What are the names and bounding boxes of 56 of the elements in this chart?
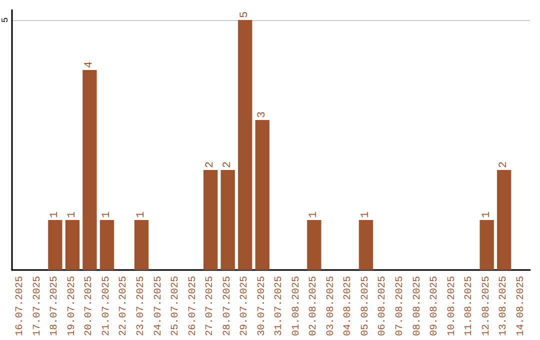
x-tick-label: 18.07.2025 (50, 276, 61, 336)
x-tick-label: 19.07.2025 (66, 276, 78, 336)
x-tick-label: 20.07.2025 (84, 276, 96, 336)
bar (203, 170, 218, 270)
bar (82, 70, 97, 270)
bar (65, 220, 80, 270)
bar (255, 120, 270, 270)
x-tick-label: 13.08.2025 (498, 276, 510, 336)
data-label: 1 (66, 211, 78, 218)
x-tick-label: 17.07.2025 (32, 276, 44, 336)
x-tick-label: 27.07.2025 (205, 276, 216, 336)
x-tick-label: 05.08.2025 (360, 276, 372, 336)
bar (497, 170, 512, 270)
x-tick-label: 16.07.2025 (15, 276, 26, 336)
bar (480, 220, 494, 270)
x-tick-label: 03.08.2025 (326, 276, 337, 336)
bar (134, 220, 149, 270)
x-tick-label: 29.07.2025 (240, 276, 251, 336)
x-tick-label: 02.08.2025 (308, 276, 320, 336)
data-label: 1 (49, 211, 62, 218)
bar (238, 20, 252, 270)
x-tick-label: 07.08.2025 (395, 276, 406, 336)
bar (307, 220, 322, 270)
bar (358, 220, 374, 270)
x-tick-label: 30.07.2025 (256, 276, 268, 336)
x-tick-label: 26.07.2025 (188, 276, 199, 336)
x-tick-label: 06.08.2025 (378, 276, 389, 336)
x-tick-label: 23.07.2025 (136, 276, 147, 336)
data-label: 2 (204, 161, 217, 168)
x-tick-label: 22.07.2025 (118, 276, 130, 336)
x-tick-label: 24.07.2025 (153, 276, 164, 336)
data-label: 1 (480, 211, 493, 218)
data-label: 5 (239, 11, 252, 18)
data-label: 1 (100, 211, 113, 218)
data-label: 1 (136, 211, 148, 218)
x-tick-label: 10.08.2025 (446, 276, 458, 336)
data-label: 2 (222, 161, 234, 168)
x-tick-label: 01.08.2025 (291, 276, 302, 336)
x-tick-label: 12.08.2025 (481, 276, 492, 336)
x-tick-label: 28.07.2025 (222, 276, 234, 336)
x-tick-label: 31.07.2025 (274, 276, 286, 336)
data-label: 4 (84, 61, 96, 68)
data-label: 3 (256, 111, 268, 118)
data-label: 1 (360, 211, 372, 218)
x-tick-label: 08.08.2025 (412, 276, 424, 336)
x-tick-label: 21.07.2025 (101, 276, 112, 336)
x-tick-label: 14.08.2025 (516, 276, 527, 336)
x-tick-label: 11.08.2025 (464, 276, 476, 336)
bar (220, 170, 235, 270)
data-label: 2 (498, 161, 510, 168)
bar (48, 220, 62, 270)
bar (100, 220, 114, 270)
x-tick-label: 25.07.2025 (170, 276, 182, 336)
data-label: 1 (308, 211, 320, 218)
x-tick-label: 09.08.2025 (430, 276, 441, 336)
x-tick-label: 04.08.2025 (343, 276, 354, 336)
